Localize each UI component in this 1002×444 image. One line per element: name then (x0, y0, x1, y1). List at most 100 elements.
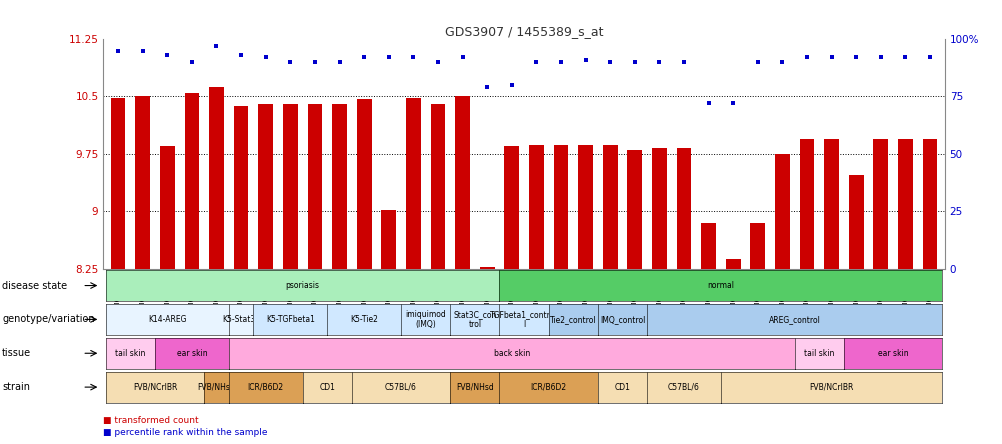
Point (159, 52, 175, 59)
Bar (135, 96, 150, 269)
Point (381, 54, 397, 61)
Bar (159, 146, 174, 269)
Bar (651, 148, 666, 269)
Bar (676, 148, 690, 269)
Bar (725, 259, 739, 269)
Text: ■ transformed count: ■ transformed count (103, 416, 198, 425)
Bar (627, 150, 641, 269)
Bar (775, 154, 789, 269)
Bar (430, 104, 445, 269)
Point (430, 59, 446, 66)
Bar (357, 99, 371, 269)
Text: imiquimod
(IMQ): imiquimod (IMQ) (405, 310, 446, 329)
Bar (332, 104, 347, 269)
Bar (700, 223, 715, 269)
Point (503, 81, 519, 88)
Point (356, 54, 372, 61)
Text: tissue: tissue (2, 348, 31, 358)
Text: normal: normal (706, 281, 733, 290)
Text: K5-Stat3C: K5-Stat3C (221, 315, 261, 324)
Text: ICR/B6D2: ICR/B6D2 (247, 383, 284, 392)
Bar (824, 139, 839, 269)
Text: genotype/variation: genotype/variation (2, 314, 94, 325)
Point (282, 59, 298, 66)
Bar (577, 145, 592, 269)
Point (110, 47, 126, 54)
Text: tail skin: tail skin (115, 349, 145, 358)
Point (134, 47, 150, 54)
Bar (283, 104, 298, 269)
Point (626, 59, 642, 66)
Bar (479, 267, 494, 269)
Point (183, 59, 199, 66)
Text: C57BL/6: C57BL/6 (385, 383, 417, 392)
Point (650, 59, 666, 66)
Text: disease state: disease state (2, 281, 67, 290)
Point (699, 100, 715, 107)
Point (675, 59, 691, 66)
Text: ear skin: ear skin (176, 349, 207, 358)
Bar (873, 139, 888, 269)
Text: FVB/NHsd: FVB/NHsd (197, 383, 235, 392)
Point (528, 59, 544, 66)
Bar (455, 96, 470, 269)
Bar (406, 98, 420, 269)
Text: ear skin: ear skin (877, 349, 908, 358)
Text: psoriasis: psoriasis (286, 281, 320, 290)
Bar (749, 223, 765, 269)
Point (774, 59, 790, 66)
Bar (110, 98, 125, 269)
Bar (922, 139, 937, 269)
Text: CD1: CD1 (319, 383, 335, 392)
Text: AREG_control: AREG_control (768, 315, 820, 324)
Text: CD1: CD1 (614, 383, 630, 392)
Text: ICR/B6D2: ICR/B6D2 (530, 383, 566, 392)
Bar (897, 139, 912, 269)
Text: FVB/NCrIBR: FVB/NCrIBR (132, 383, 177, 392)
Bar (528, 145, 543, 269)
Bar (381, 210, 396, 269)
Point (601, 59, 617, 66)
Text: K14-AREG: K14-AREG (148, 315, 186, 324)
Point (405, 54, 421, 61)
Point (749, 59, 766, 66)
Text: tail skin: tail skin (804, 349, 834, 358)
Bar (233, 106, 248, 269)
Point (848, 54, 864, 61)
Point (232, 52, 248, 59)
Text: Stat3C_con
trol: Stat3C_con trol (453, 310, 496, 329)
Text: FVB/NHsd: FVB/NHsd (456, 383, 493, 392)
Point (307, 59, 323, 66)
Point (454, 54, 470, 61)
Point (332, 59, 348, 66)
Bar (259, 104, 273, 269)
Text: K5-Tie2: K5-Tie2 (350, 315, 378, 324)
Title: GDS3907 / 1455389_s_at: GDS3907 / 1455389_s_at (444, 25, 603, 38)
Bar (799, 139, 814, 269)
Text: back skin: back skin (493, 349, 529, 358)
Text: C57BL/6: C57BL/6 (667, 383, 699, 392)
Point (799, 54, 815, 61)
Bar (308, 104, 322, 269)
Point (823, 54, 839, 61)
Point (208, 43, 224, 50)
Point (258, 54, 274, 61)
Point (921, 54, 937, 61)
Text: ■ percentile rank within the sample: ■ percentile rank within the sample (103, 428, 268, 437)
Bar (184, 93, 199, 269)
Bar (848, 175, 863, 269)
Text: Tie2_control: Tie2_control (549, 315, 596, 324)
Bar (208, 87, 223, 269)
Point (577, 56, 593, 63)
Point (552, 59, 568, 66)
Text: FVB/NCrIBR: FVB/NCrIBR (809, 383, 853, 392)
Text: K5-TGFbeta1: K5-TGFbeta1 (266, 315, 315, 324)
Point (479, 84, 495, 91)
Point (724, 100, 740, 107)
Bar (553, 145, 568, 269)
Point (872, 54, 888, 61)
Text: strain: strain (2, 382, 30, 392)
Bar (504, 146, 519, 269)
Text: IMQ_control: IMQ_control (599, 315, 644, 324)
Point (897, 54, 913, 61)
